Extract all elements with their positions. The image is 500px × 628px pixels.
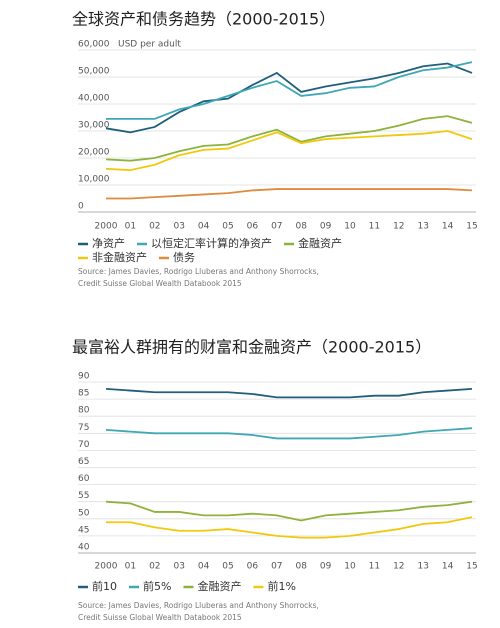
x-tick-label: 04: [198, 222, 210, 232]
x-tick-label: 08: [295, 222, 307, 232]
x-tick-label: 10: [344, 562, 356, 572]
y-tick-label: 45: [78, 525, 89, 535]
x-tick-label: 02: [149, 562, 160, 572]
x-tick-label: 11: [369, 562, 380, 572]
legend-label: 前10: [92, 579, 117, 593]
y-tick-label: 20,000: [78, 148, 110, 158]
x-tick-label: 13: [417, 222, 428, 232]
x-tick-label: 11: [369, 222, 380, 232]
source-note: Credit Suisse Global Wealth Databook 201…: [78, 613, 242, 622]
x-tick-label: 03: [173, 562, 184, 572]
series-line: [105, 387, 473, 399]
x-tick-label: 09: [320, 222, 332, 232]
source-note: Source: James Davies, Rodrigo Lluberas a…: [78, 601, 319, 610]
x-tick-label: 02: [149, 222, 160, 232]
x-tick-label: 05: [222, 222, 233, 232]
series-line: [105, 62, 473, 134]
y-tick-label: 65: [78, 457, 89, 467]
x-tick-label: 15: [466, 562, 477, 572]
legend-label: 前5%: [143, 579, 171, 593]
x-tick-label: 13: [417, 562, 428, 572]
y-tick-label: 85: [78, 389, 89, 399]
y-tick-label: 55: [78, 491, 89, 501]
series-line: [106, 188, 473, 200]
x-tick-label: 01: [125, 562, 136, 572]
x-tick-label: 12: [393, 222, 404, 232]
series-line: [105, 130, 473, 172]
x-tick-label: 2000: [95, 222, 118, 232]
source-note: Credit Suisse Global Wealth Databook 201…: [78, 279, 242, 288]
x-tick-label: 04: [198, 562, 210, 572]
x-tick-label: 12: [393, 562, 404, 572]
series-line: [105, 115, 473, 162]
legend-label: 金融资产: [298, 236, 342, 250]
legend-label: 金融资产: [197, 579, 241, 593]
y-tick-label: 90: [78, 372, 90, 382]
x-tick-label: 01: [125, 222, 136, 232]
y-tick-label: 0: [78, 202, 84, 212]
y-tick-label: 50,000: [78, 67, 110, 77]
series-line: [105, 427, 473, 440]
chart-title: 全球资产和债务趋势（2000-2015）: [72, 10, 335, 29]
y-unit-label: USD per adult: [118, 40, 181, 50]
y-tick-label: 70: [78, 440, 90, 450]
legend-label: 净资产: [92, 236, 125, 250]
y-tick-label: 60: [78, 474, 90, 484]
y-tick-label: 40: [78, 543, 90, 553]
chart-title: 最富裕人群拥有的财富和金融资产（2000-2015）: [72, 338, 431, 357]
x-tick-label: 05: [222, 562, 233, 572]
series-line: [105, 500, 473, 522]
y-tick-label: 75: [78, 423, 89, 433]
x-tick-label: 09: [320, 562, 332, 572]
x-tick-label: 14: [442, 562, 454, 572]
x-tick-label: 07: [271, 222, 282, 232]
series-line: [106, 61, 473, 120]
legend-label: 以恒定汇率计算的净资产: [151, 236, 272, 250]
x-tick-label: 07: [271, 562, 282, 572]
x-tick-label: 15: [466, 222, 477, 232]
y-tick-label: 60,000: [78, 40, 110, 50]
y-tick-label: 50: [78, 508, 90, 518]
y-tick-label: 40,000: [78, 94, 110, 104]
source-note: Source: James Davies, Rodrigo Lluberas a…: [78, 267, 319, 276]
x-tick-label: 08: [295, 562, 307, 572]
x-tick-label: 14: [442, 222, 454, 232]
y-tick-label: 80: [78, 406, 90, 416]
y-tick-label: 10,000: [78, 175, 110, 185]
series-line: [106, 516, 473, 539]
x-tick-label: 06: [247, 562, 259, 572]
legend-label: 债务: [173, 250, 195, 264]
x-tick-label: 10: [344, 222, 356, 232]
legend-label: 非金融资产: [92, 250, 147, 264]
x-tick-label: 06: [247, 222, 259, 232]
x-tick-label: 03: [173, 222, 184, 232]
y-tick-label: 30,000: [78, 121, 110, 131]
x-tick-label: 2000: [95, 562, 118, 572]
legend-label: 前1%: [267, 579, 295, 593]
